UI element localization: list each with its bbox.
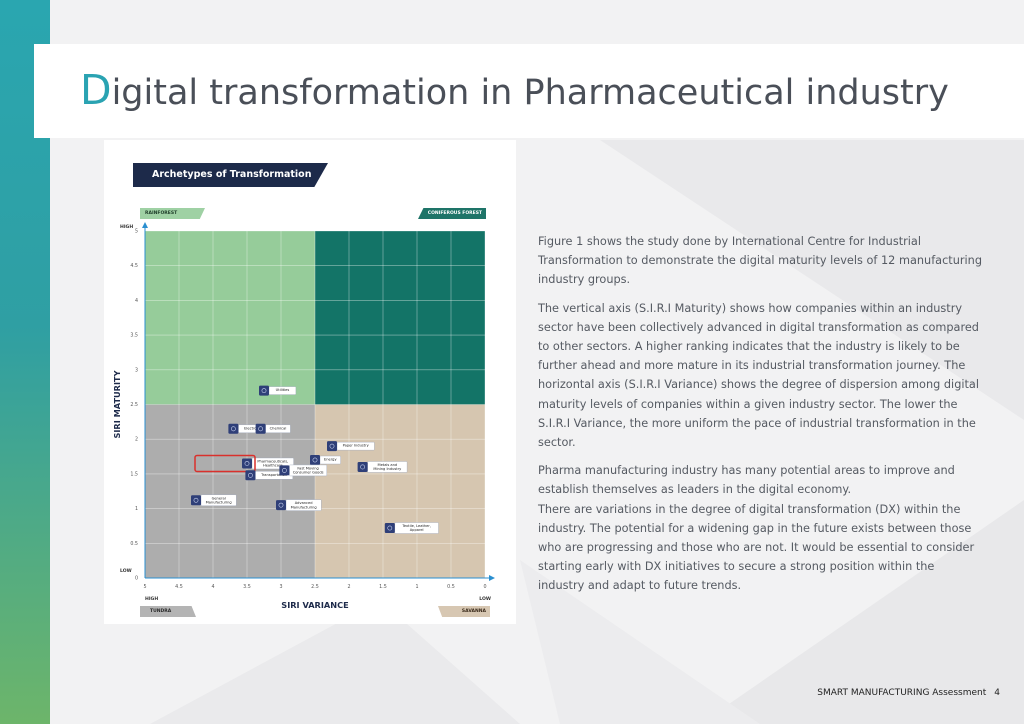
- point-label: Healthcare: [263, 464, 283, 468]
- y-tick-label: 2: [135, 437, 138, 443]
- paragraph-1: Figure 1 shows the study done by Interna…: [538, 235, 983, 287]
- paragraph-4: There are variations in the degree of di…: [538, 502, 975, 593]
- point-label: Pharmaceuticals,: [257, 459, 288, 463]
- y-tick-label: 0.5: [130, 541, 138, 547]
- x-tick-label: 0: [483, 584, 486, 590]
- y-tick-label: 0: [135, 576, 138, 582]
- quadrant-rainforest: [145, 231, 315, 405]
- x-tick-label: 4.5: [175, 584, 183, 590]
- quadrant-tag-coniferous-forest: CONIFEROUS FOREST: [418, 208, 486, 219]
- point-label: Manufacturing: [291, 505, 317, 509]
- point-marker: [255, 423, 266, 434]
- x-tick-label: 0.5: [447, 584, 455, 590]
- point-marker-glyph: [387, 525, 393, 531]
- point-marker: [228, 423, 239, 434]
- x-axis-title: SIRI VARIANCE: [281, 600, 348, 610]
- point-marker: [259, 385, 269, 396]
- figure-header: Archetypes of Transformation: [133, 163, 328, 187]
- point-label: Apparel: [410, 528, 424, 532]
- point-label: Chemical: [270, 426, 287, 430]
- y-axis-low-label: LOW: [120, 568, 132, 574]
- paragraph-2: The vertical axis (S.I.R.I Maturity) sho…: [538, 301, 979, 450]
- footer-label: SMART MANUFACTURING Assessment: [817, 688, 987, 698]
- point-label: Consumer Goods: [293, 471, 324, 475]
- x-axis-high-label: HIGH: [145, 596, 158, 602]
- point-label: Advanced: [295, 501, 313, 505]
- point-marker: [279, 465, 290, 476]
- x-tick-label: 3.5: [243, 584, 251, 590]
- y-tick-label: 3: [135, 367, 138, 373]
- point-marker-glyph: [312, 457, 318, 463]
- point-marker-glyph: [261, 388, 267, 394]
- y-tick-label: 3.5: [130, 333, 138, 339]
- point-label: Utilities: [276, 388, 290, 392]
- page-number: 4: [994, 688, 1000, 698]
- title-rest: igital transformation in Pharmaceutical …: [111, 73, 949, 113]
- point-marker: [191, 495, 201, 506]
- quadrant-savanna: [315, 404, 485, 578]
- y-axis-high-label: HIGH: [120, 224, 133, 230]
- y-tick-label: 2.5: [130, 402, 138, 408]
- x-axis-low-label: LOW: [479, 596, 491, 602]
- x-tick-label: 4: [211, 584, 214, 590]
- point-marker-glyph: [360, 464, 365, 470]
- point-marker: [384, 523, 395, 534]
- point-marker-glyph: [193, 497, 199, 503]
- x-tick-label: 3: [279, 584, 282, 590]
- x-tick-label: 2.5: [311, 584, 319, 590]
- x-tick-label: 2: [347, 584, 350, 590]
- point-marker: [242, 458, 252, 469]
- footer: SMART MANUFACTURING Assessment 4: [817, 688, 1000, 698]
- point-label: Transportation: [260, 473, 287, 477]
- quadrant-tag-savanna: SAVANNA: [438, 606, 490, 617]
- point-marker-glyph: [230, 426, 236, 432]
- point-marker: [357, 461, 368, 472]
- point-label: Metals and: [377, 463, 397, 467]
- point-marker: [327, 441, 337, 452]
- point-marker-glyph: [281, 468, 287, 473]
- point-marker-glyph: [247, 472, 253, 478]
- point-label: Electronics: [244, 426, 264, 430]
- body-text: Figure 1 shows the study done by Interna…: [538, 232, 983, 605]
- paragraph-3: Pharma manufacturing industry has many p…: [538, 464, 955, 497]
- siri-scatter-chart: 5 4.5 4 3.5 3 2.5 2 1.5 1 0.5 0 0 0.5 1 1.5 2 2.5 3 3.5 4 4.…: [112, 222, 495, 610]
- point-label: Paper Industry: [343, 444, 370, 448]
- y-tick-label: 1: [135, 506, 138, 512]
- point-marker: [310, 455, 320, 466]
- point-label: General: [212, 496, 226, 500]
- point-label: Fast Moving: [297, 466, 318, 470]
- quadrant-coniferous-forest: [315, 231, 485, 405]
- highlight-frame: [194, 454, 256, 473]
- point-label: Manufacturing: [206, 500, 232, 504]
- title-first-letter: D: [80, 66, 112, 114]
- x-tick-label: 1.5: [379, 584, 387, 590]
- point-marker-glyph: [244, 461, 250, 466]
- quadrant-tag-rainforest: RAINFOREST: [140, 208, 205, 219]
- point-marker-glyph: [258, 426, 263, 432]
- x-tick-label: 5: [143, 584, 146, 590]
- point-label: Energy: [324, 458, 337, 462]
- y-tick-label: 5: [135, 229, 138, 235]
- point-marker: [276, 500, 286, 511]
- y-tick-label: 1.5: [130, 471, 138, 477]
- y-axis-title: SIRI MATURITY: [112, 369, 122, 438]
- quadrant-tag-tundra: TUNDRA: [140, 606, 196, 617]
- point-marker-glyph: [329, 443, 335, 449]
- page-title: Digital transformation in Pharmaceutical…: [80, 66, 949, 114]
- point-label: Textile, Leather,: [401, 524, 431, 528]
- point-marker: [245, 470, 256, 481]
- y-tick-label: 4: [135, 298, 138, 304]
- y-axis-arrow: [142, 222, 148, 228]
- point-label: Mining Industry: [373, 467, 402, 471]
- point-marker-glyph: [278, 502, 284, 508]
- x-tick-label: 1: [415, 584, 418, 590]
- x-axis-arrow: [489, 575, 495, 581]
- y-tick-label: 4.5: [130, 263, 138, 269]
- title-panel: [34, 44, 1024, 138]
